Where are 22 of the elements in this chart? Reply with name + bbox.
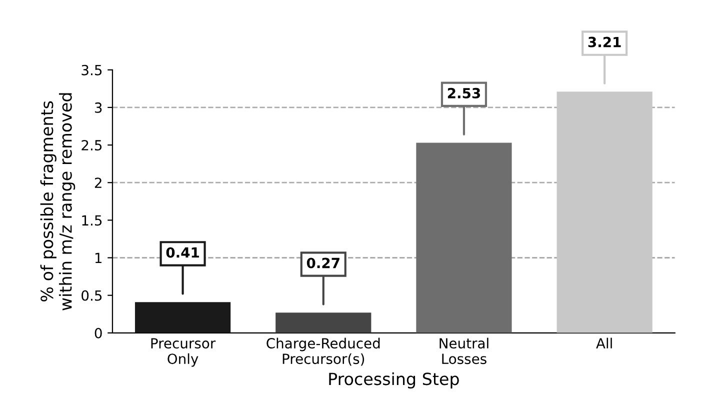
x-axis-title: Processing Step [329, 372, 459, 388]
y-tick-label: 2 [94, 178, 102, 188]
data-label: 2.53 [448, 88, 480, 98]
y-tick-label: 2.5 [82, 140, 102, 150]
y-tick-label: 1 [95, 252, 102, 264]
y-tick-label: 0.5 [82, 290, 102, 301]
y-tick-label: 3.5 [82, 64, 102, 76]
y-tick-label: 1.5 [82, 215, 102, 226]
bar [416, 142, 512, 333]
y-tick-label: 3 [94, 102, 102, 113]
x-tick-label: Neutral Losses [440, 338, 488, 364]
bar [134, 302, 231, 333]
data-label: 0.41 [166, 247, 199, 258]
x-tick-label: All [596, 338, 612, 348]
data-label: 0.27 [306, 258, 340, 268]
bar [276, 312, 372, 333]
y-tick-label: 0 [94, 328, 102, 338]
bar [556, 92, 652, 333]
x-tick-label: Precursor Only [151, 338, 216, 367]
x-tick-label: Charge-Reduced Precursor(s) [266, 338, 380, 366]
data-label: 3.21 [588, 36, 621, 48]
y-axis-title: % of possible fragments within m/z range removed [40, 93, 76, 310]
